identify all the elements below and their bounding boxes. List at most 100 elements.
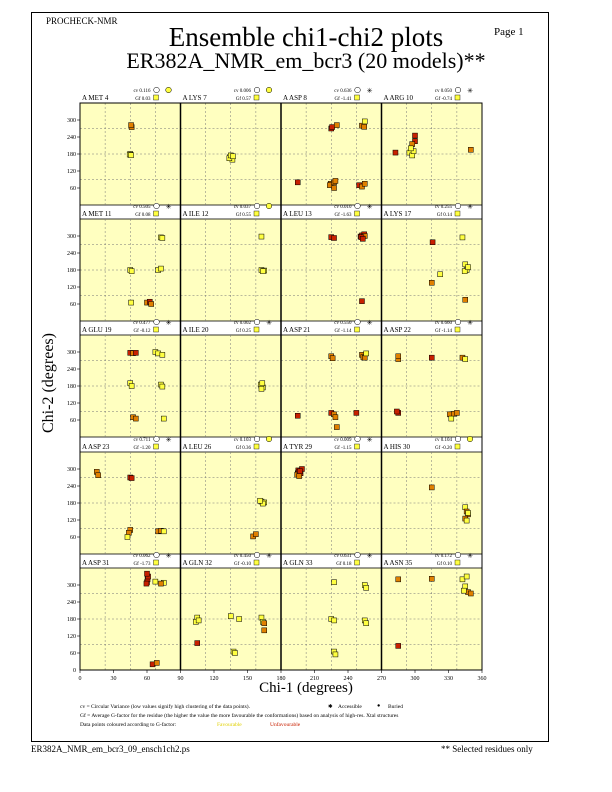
accessible-icon: ✳ — [467, 87, 473, 95]
buried-icon — [265, 86, 273, 94]
x-tick-label: 360 — [478, 676, 487, 682]
data-point — [128, 475, 135, 481]
data-point — [461, 587, 467, 594]
data-point — [459, 576, 466, 583]
data-point — [329, 355, 336, 361]
panel-gf: Gf -1.73 — [134, 562, 151, 567]
data-point — [359, 183, 365, 190]
x-tick-label: 330 — [444, 676, 453, 682]
data-point — [159, 383, 166, 390]
x-tick-label: 300 — [411, 676, 420, 682]
data-point — [152, 578, 159, 585]
data-point — [362, 118, 368, 125]
data-point — [258, 233, 265, 240]
data-point — [128, 383, 135, 389]
data-point — [144, 570, 150, 577]
data-point — [468, 147, 474, 153]
panel-gf: Gf -1.20 — [134, 446, 151, 451]
data-point — [361, 124, 367, 130]
panel-label: A ASN 35 — [384, 559, 413, 567]
accessible-icon: ✳ — [467, 203, 473, 211]
accessible-icon: ✳ — [367, 436, 373, 444]
dial-icon — [153, 318, 160, 326]
data-point — [194, 640, 200, 646]
gf-colour-box — [454, 559, 461, 566]
panel-cv: cv 0.037 — [234, 205, 252, 210]
data-point — [462, 297, 468, 303]
panel-cv: cv 0.172 — [435, 554, 453, 559]
data-point — [429, 484, 435, 491]
gf-colour-box — [354, 326, 360, 333]
y-tick-label: 180 — [67, 152, 76, 158]
buried-icon: ● — [377, 703, 381, 709]
gf-colour-box — [253, 94, 260, 101]
panel-gf: Gf -0.20 — [435, 446, 452, 451]
data-point — [463, 573, 470, 580]
y-tick-label: 60 — [70, 535, 76, 541]
data-point — [257, 497, 263, 504]
data-point — [195, 617, 202, 624]
data-point — [128, 268, 135, 274]
data-point — [260, 500, 266, 507]
data-point — [429, 280, 435, 286]
panel-gf: Gf -1.41 — [335, 97, 352, 102]
data-point — [259, 380, 266, 386]
panel-cv: cv 0.002 — [234, 321, 252, 326]
data-point — [363, 350, 369, 357]
dial-icon — [253, 318, 261, 326]
gf-colour-box — [153, 559, 159, 566]
data-point — [395, 643, 401, 649]
data-point — [331, 579, 337, 585]
legend-unfavourable: Unfavourable — [270, 722, 301, 728]
data-point — [359, 298, 365, 304]
panel-label: A ARG 10 — [384, 94, 414, 102]
dial-icon — [354, 551, 361, 559]
gf-colour-box — [354, 94, 360, 101]
data-point — [429, 354, 435, 361]
buried-icon — [466, 435, 474, 443]
y-tick-label: 180 — [67, 268, 76, 274]
y-tick-label: 180 — [67, 384, 76, 390]
data-point — [329, 124, 335, 130]
y-tick-label: 300 — [67, 467, 76, 473]
legend-cv-text: cv = Circular Variance (low values signi… — [80, 704, 250, 710]
panel-label: A GLU 19 — [82, 326, 112, 334]
x-tick-label: 240 — [344, 676, 353, 682]
accessible-icon: ✳ — [367, 319, 373, 327]
data-point — [297, 468, 303, 475]
y-tick-label: 240 — [67, 367, 76, 373]
data-point — [332, 651, 339, 658]
data-point — [394, 408, 400, 415]
accessible-icon: ✳ — [467, 552, 473, 560]
data-point — [363, 585, 369, 591]
y-tick-label: 180 — [67, 617, 76, 623]
data-point — [261, 620, 267, 626]
panel-label: A LYS 7 — [183, 94, 208, 102]
page-title: Ensemble chi1-chi2 plots — [168, 22, 444, 52]
panel-cv: cv 0.711 — [133, 438, 151, 443]
panel-label: A HIS 30 — [384, 443, 411, 451]
data-point — [362, 181, 368, 187]
panel-label: A LYS 17 — [384, 210, 412, 218]
dial-icon — [253, 86, 261, 94]
y-tick-label: 120 — [67, 285, 76, 291]
data-point — [465, 510, 471, 516]
y-tick-label: 240 — [67, 600, 76, 606]
panel-cv: cv 0.062 — [133, 554, 151, 559]
dial-icon — [153, 435, 160, 443]
data-point — [158, 580, 164, 587]
data-point — [410, 148, 417, 154]
y-tick-label: 60 — [70, 418, 76, 424]
data-point — [395, 576, 401, 583]
y-tick-label: 300 — [67, 583, 76, 589]
panel-cv: cv 0.636 — [334, 89, 352, 94]
dial-icon — [354, 318, 361, 326]
panel-cv: cv 0.116 — [133, 89, 151, 94]
panel-cv: cv 0.450 — [234, 554, 252, 559]
y-tick-label: 60 — [70, 302, 76, 308]
gf-colour-box — [153, 210, 159, 217]
data-point — [448, 415, 455, 422]
gf-colour-box — [354, 210, 360, 217]
data-point — [159, 352, 166, 358]
